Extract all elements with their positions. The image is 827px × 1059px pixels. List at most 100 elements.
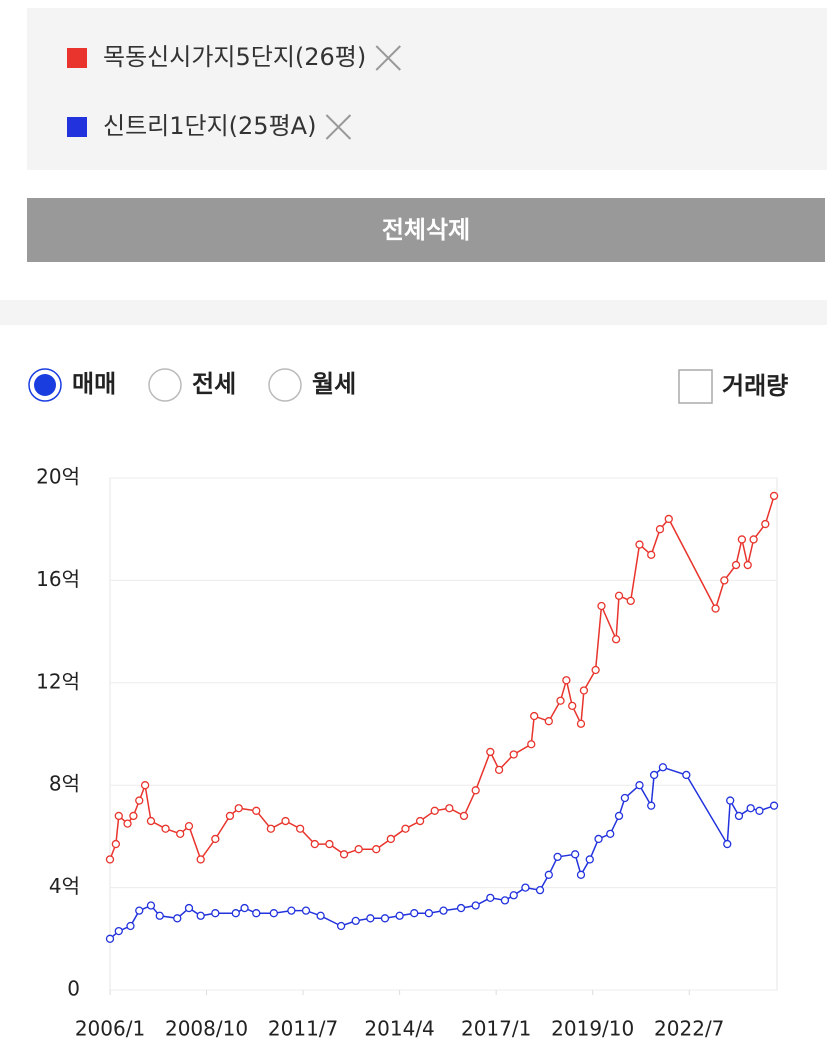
data-point xyxy=(211,834,220,844)
data-point xyxy=(611,635,621,644)
data-point xyxy=(155,911,164,920)
y-tick-label: 20억 xyxy=(36,465,80,489)
data-point xyxy=(576,719,586,728)
data-point xyxy=(626,596,635,606)
data-point xyxy=(568,701,577,710)
data-point xyxy=(720,576,729,585)
radio-dot[interactable] xyxy=(34,374,56,396)
remove-icon[interactable] xyxy=(375,45,401,71)
data-point xyxy=(576,870,586,879)
data-point xyxy=(530,711,539,721)
radio-label[interactable]: 전세 xyxy=(192,370,236,398)
remove-icon[interactable] xyxy=(325,114,352,140)
data-point xyxy=(734,811,744,821)
data-point xyxy=(494,765,504,774)
data-point xyxy=(655,525,665,534)
data-point xyxy=(620,793,630,803)
data-point xyxy=(380,914,390,923)
data-point xyxy=(445,804,454,813)
y-tick-label: 12억 xyxy=(36,669,80,693)
data-point xyxy=(509,891,518,900)
clear-button-label[interactable]: 전체삭제 xyxy=(382,216,470,244)
data-point xyxy=(424,909,434,918)
data-point xyxy=(415,816,425,826)
data-point xyxy=(614,811,624,821)
data-point xyxy=(135,796,144,805)
checkbox[interactable] xyxy=(678,369,713,404)
data-point xyxy=(743,560,752,570)
series-line xyxy=(109,495,775,862)
data-point xyxy=(184,822,194,831)
y-tick-label: 8억 xyxy=(49,772,80,796)
data-point xyxy=(553,852,562,862)
y-tick-label: 0 xyxy=(67,977,80,1001)
data-point xyxy=(105,855,115,864)
data-point xyxy=(105,934,115,943)
data-point xyxy=(746,804,755,813)
x-tick-label: 2006/1 xyxy=(75,1017,145,1041)
data-point xyxy=(176,829,185,838)
clear-button[interactable] xyxy=(27,198,825,262)
data-point xyxy=(544,870,553,879)
x-tick-label: 2019/10 xyxy=(551,1017,634,1041)
data-point xyxy=(755,806,764,815)
data-point xyxy=(737,535,747,544)
data-point xyxy=(544,717,553,726)
x-tick-label: 2022/7 xyxy=(654,1017,724,1041)
data-point xyxy=(723,839,732,849)
data-point xyxy=(486,747,495,757)
data-point xyxy=(635,540,644,549)
separator xyxy=(0,300,827,325)
data-point xyxy=(585,855,594,864)
data-point xyxy=(196,855,205,864)
data-point xyxy=(287,906,296,915)
data-point xyxy=(296,824,305,833)
data-point xyxy=(459,811,469,821)
data-point xyxy=(647,801,656,810)
data-point xyxy=(386,834,395,844)
radio[interactable] xyxy=(268,368,302,402)
data-point xyxy=(570,850,580,859)
legend-swatch xyxy=(67,117,87,137)
data-point xyxy=(521,883,530,892)
data-point xyxy=(269,909,278,918)
data-point xyxy=(240,903,249,913)
data-point xyxy=(146,901,156,910)
filter-panel xyxy=(27,8,827,170)
data-point xyxy=(351,916,360,926)
data-point xyxy=(711,604,720,613)
data-point xyxy=(664,514,673,524)
data-point xyxy=(769,801,779,810)
data-point xyxy=(114,811,123,821)
data-point xyxy=(173,914,182,923)
legend-label: 목동신시가지5단지(26평) xyxy=(103,43,366,71)
data-point xyxy=(562,676,571,685)
data-point xyxy=(471,786,480,795)
data-point xyxy=(252,806,261,815)
data-point xyxy=(401,824,410,833)
data-point xyxy=(123,819,132,828)
data-point xyxy=(366,914,375,923)
radio-label[interactable]: 월세 xyxy=(312,370,356,398)
data-point xyxy=(658,763,668,772)
data-point xyxy=(301,906,311,915)
data-point xyxy=(594,834,603,844)
radio-label[interactable]: 매매 xyxy=(72,370,116,398)
data-point xyxy=(231,909,240,918)
data-point xyxy=(527,740,536,749)
data-point xyxy=(126,921,135,931)
x-tick-label: 2008/10 xyxy=(165,1017,248,1041)
data-point xyxy=(281,816,290,826)
data-point xyxy=(556,696,565,705)
data-point xyxy=(129,811,138,821)
data-point xyxy=(649,770,659,780)
data-point xyxy=(614,591,624,600)
data-point xyxy=(325,839,334,849)
checkbox-label[interactable]: 거래량 xyxy=(722,372,788,400)
radio[interactable] xyxy=(148,368,182,402)
data-point xyxy=(234,804,243,813)
data-point xyxy=(111,839,121,849)
data-point xyxy=(372,845,381,854)
